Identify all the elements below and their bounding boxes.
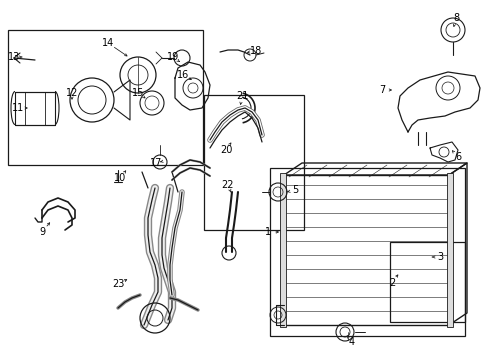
Bar <box>389 242 464 322</box>
Text: 9: 9 <box>39 227 45 237</box>
Text: 7: 7 <box>378 85 385 95</box>
Text: 6: 6 <box>454 152 460 162</box>
Bar <box>8 30 203 165</box>
Bar <box>284 175 448 325</box>
Bar <box>203 95 304 230</box>
Text: 3: 3 <box>436 252 442 262</box>
Bar <box>446 173 452 327</box>
Text: 8: 8 <box>452 13 458 23</box>
Text: 1: 1 <box>264 227 270 237</box>
Text: 13: 13 <box>8 52 20 62</box>
Text: 4: 4 <box>348 337 354 347</box>
Text: 21: 21 <box>235 91 248 101</box>
Text: 18: 18 <box>249 46 262 56</box>
Text: 19: 19 <box>166 52 179 62</box>
Text: 11: 11 <box>12 103 24 113</box>
Text: 16: 16 <box>177 70 189 80</box>
Text: 15: 15 <box>132 88 144 98</box>
Text: 5: 5 <box>291 185 298 195</box>
Bar <box>269 168 464 336</box>
Text: 20: 20 <box>220 145 232 155</box>
Text: 10: 10 <box>114 173 126 183</box>
Text: 23: 23 <box>112 279 124 289</box>
Text: 14: 14 <box>102 38 114 48</box>
Text: 12: 12 <box>66 88 78 98</box>
Text: 22: 22 <box>221 180 234 190</box>
Bar <box>280 173 285 327</box>
Text: 2: 2 <box>388 278 394 288</box>
Text: 17: 17 <box>149 158 162 168</box>
